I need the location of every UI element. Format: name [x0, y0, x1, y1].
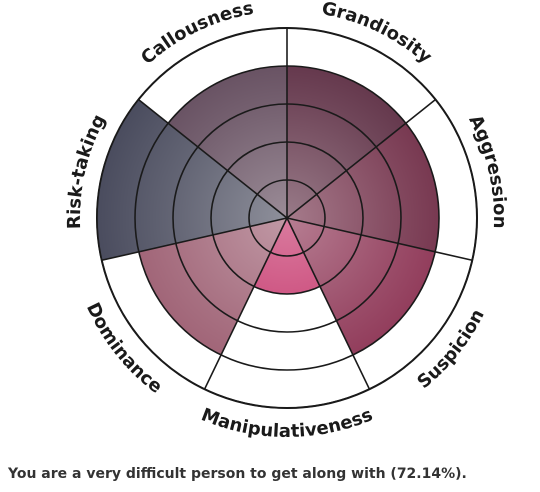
spokes	[101, 28, 473, 390]
spoke-6	[101, 217, 288, 262]
polar-area-chart: GrandiosityAggressionSuspicionManipulati…	[64, 0, 510, 442]
result-text: You are a very difficult person to get a…	[8, 466, 467, 482]
spoke-5	[203, 217, 288, 390]
grid-rings	[96, 27, 478, 409]
label-manipulativeness: Manipulativeness	[198, 404, 375, 442]
spoke-3	[286, 217, 473, 262]
spoke-4	[286, 217, 371, 390]
spoke-2	[286, 98, 437, 219]
spoke-7	[137, 98, 288, 219]
